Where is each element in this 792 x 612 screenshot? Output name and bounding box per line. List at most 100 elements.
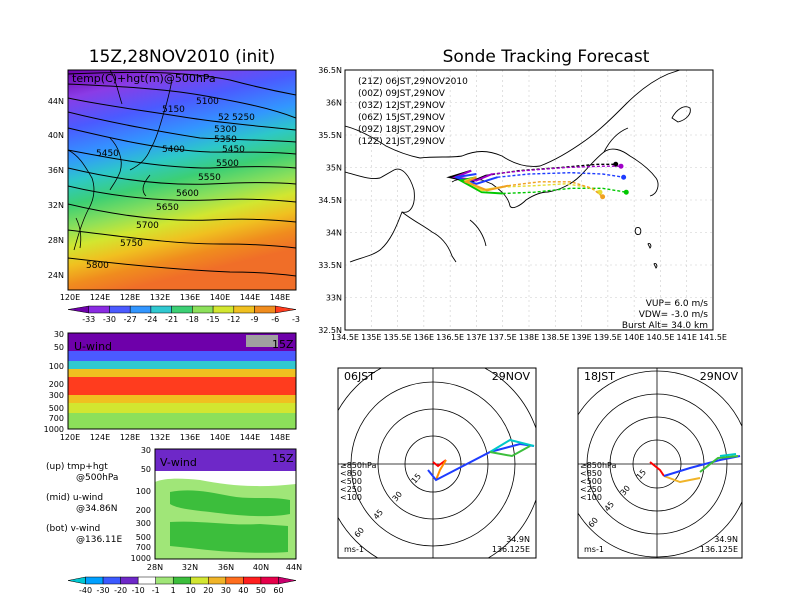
legend-line: @136.11E — [76, 535, 122, 545]
lon-tick-labels: 120E 124E 128E 132E 136E 140E 144E 148E — [60, 293, 290, 302]
hodo-segment — [699, 455, 739, 473]
lat-tick-label: 32.5N — [318, 326, 342, 335]
colorbar-tick-label: 50 — [256, 586, 266, 595]
hodo-segment — [435, 459, 447, 481]
hodograph-trace — [427, 438, 535, 482]
contour-label: 5450 — [96, 149, 119, 159]
hodo-lon: 136.125E — [492, 545, 530, 554]
right-title: Sonde Tracking Forecast — [443, 47, 650, 67]
descent-rate: VDW= -3.0 m/s — [639, 310, 709, 320]
track-legend-entry: (12Z) 21JST,29NOV — [358, 137, 446, 147]
lon-tick-label: 138.5E — [541, 333, 569, 342]
colorbar-tick-label: -24 — [144, 315, 157, 324]
lon-tick-label: 137E — [466, 333, 486, 342]
level-legend: <100 — [340, 493, 362, 502]
hodograph-frame — [337, 367, 537, 559]
contour-label: 5600 — [176, 189, 199, 199]
legend-line: @500hPa — [76, 473, 118, 483]
left-title: 15Z,28NOV2010 (init) — [89, 47, 276, 67]
hodo-segment — [427, 442, 535, 482]
vwind-time: 15Z — [272, 452, 294, 465]
height-contours — [68, 71, 296, 277]
contour-label: 5150 — [162, 105, 185, 115]
level-legend: <850 — [340, 469, 362, 478]
lat-tick-label: 44N — [286, 563, 302, 572]
contour-label: 5300 — [214, 125, 237, 135]
coastlines — [68, 70, 173, 251]
colorbar-tick-label: 60 — [273, 586, 283, 595]
panel-legend-text: (up) tmp+hgt @500hPa (mid) u-wind @34.86… — [46, 462, 122, 545]
colorbar-swatch — [192, 305, 214, 314]
colorbar-swatch — [120, 576, 139, 585]
contour-label: 5800 — [86, 261, 109, 271]
vwind-x-ticks: 28N 32N 36N 40N 44N — [147, 563, 302, 572]
track-lon-ticks: 134.5E 135E 135.5E 136E 136.5E 137E 137.5E 138E… — [331, 333, 727, 342]
contour-label: 5250 — [232, 113, 255, 123]
level-legend: <500 — [340, 477, 362, 486]
track-legend-entry: (09Z) 18JST,29NOV — [358, 125, 446, 135]
hodo-lat: 34.9N — [714, 535, 738, 544]
lat-tick-label: 40N — [48, 131, 64, 140]
colorbar-tick-label: 1 — [171, 586, 176, 595]
pressure-tick-label: 30 — [54, 330, 64, 339]
contour-label: 5550 — [198, 173, 221, 183]
vwind-y-ticks: 30 50 100 200 300 500 700 1000 — [131, 446, 151, 563]
colorbar-swatch — [208, 576, 227, 585]
hodo-unit: ms-1 — [584, 545, 604, 554]
level-legend: <250 — [340, 485, 362, 494]
track-gridlines — [345, 70, 713, 330]
colorbar-swatch — [109, 305, 131, 314]
contour-label: 52 — [218, 113, 229, 123]
pressure-tick-label: 300 — [136, 519, 151, 528]
hodo-time: 18JST — [584, 370, 615, 383]
pressure-tick-label: 1000 — [44, 425, 64, 434]
track-info: VUP= 6.0 m/s VDW= -3.0 m/s Burst Alt= 34… — [622, 299, 708, 331]
colorbar-tick-label: -18 — [186, 315, 199, 324]
uwind-time: 15Z — [272, 338, 294, 351]
hodograph-1: 06JST 29NOV 15 30 45 60 ≥850hPa <850 <50… — [337, 367, 537, 559]
contour-label: 5100 — [196, 97, 219, 107]
lon-tick-label: 148E — [270, 433, 290, 442]
hodo-unit: ms-1 — [344, 545, 364, 554]
map-500hpa: 5100 5150 5250 5300 5350 5400 5450 5450 … — [48, 69, 300, 324]
vwind-label: V-wind — [160, 456, 197, 469]
hodograph-2: 18JST 29NOV 15 30 45 60 ≥850hPa <850 <50… — [577, 367, 743, 559]
hodograph-rings — [578, 368, 742, 558]
uwind-label: U-wind — [74, 340, 112, 353]
burst-altitude: Burst Alt= 34.0 km — [622, 321, 708, 331]
contour-label: 5750 — [120, 239, 143, 249]
landing-point — [621, 174, 627, 180]
lon-tick-label: 136E — [180, 433, 200, 442]
colorbar-tick-label: -10 — [132, 586, 145, 595]
pressure-tick-label: 1000 — [131, 554, 151, 563]
pressure-tick-label: 700 — [49, 414, 64, 423]
uwind-y-ticks: 30 50 100 200 300 500 700 1000 — [44, 330, 64, 434]
hodo-segment — [489, 445, 531, 458]
lat-tick-label: 32N — [182, 563, 198, 572]
colorbar-swatch — [172, 576, 192, 585]
colorbar-500hpa: -33 -30 -27 -24 -21 -18 -15 -12 -9 -6 -3 — [67, 305, 300, 324]
lat-tick-label: 34.5N — [318, 196, 342, 205]
lon-tick-label: 135E — [361, 333, 381, 342]
contour-label: 5450 — [222, 145, 245, 155]
uwind-jet-core — [68, 377, 296, 395]
track-drift-1 — [492, 165, 621, 175]
track-legend-entry: (06Z) 15JST,29NOV — [358, 113, 446, 123]
hodo-date: 29NOV — [700, 370, 739, 383]
track-ascent-5 — [463, 176, 509, 192]
colorbar-swatch — [278, 576, 297, 585]
vwind-green-region — [170, 521, 288, 553]
colorbar-tick-label: -33 — [82, 315, 95, 324]
colorbar-swatch — [67, 305, 89, 314]
colorbar-swatch — [190, 576, 209, 585]
hodograph-trace — [649, 453, 741, 484]
colorbar-swatch — [233, 305, 255, 314]
pressure-tick-label: 200 — [49, 380, 64, 389]
colorbar-tick-label: -9 — [251, 315, 259, 324]
temperature-shading — [68, 70, 296, 290]
legend-line: @34.86N — [76, 504, 118, 514]
lon-tick-label: 141E — [677, 333, 697, 342]
colorbar-swatch — [260, 576, 279, 585]
pressure-tick-label: 500 — [136, 533, 151, 542]
legend-line: (bot) v-wind — [46, 524, 100, 534]
